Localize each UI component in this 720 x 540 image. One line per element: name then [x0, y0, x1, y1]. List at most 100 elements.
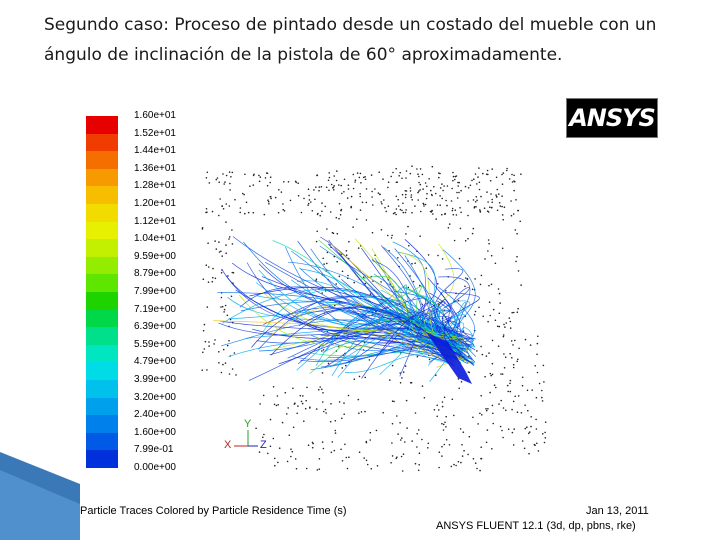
mesh-point: [291, 450, 294, 453]
mesh-point: [479, 209, 481, 211]
mesh-point: [205, 264, 208, 266]
mesh-point: [542, 433, 544, 435]
mesh-point: [328, 189, 330, 192]
mesh-point: [305, 399, 307, 402]
mesh-point: [334, 304, 336, 307]
mesh-point: [325, 186, 328, 189]
mesh-point: [221, 205, 223, 208]
mesh-point: [402, 202, 404, 205]
mesh-point: [448, 444, 451, 446]
mesh-point: [324, 205, 326, 208]
mesh-point: [457, 181, 459, 184]
mesh-point: [516, 232, 518, 235]
mesh-point: [433, 409, 436, 411]
mesh-point: [205, 208, 208, 210]
mesh-point: [283, 210, 286, 212]
mesh-point: [497, 345, 500, 347]
mesh-point: [402, 371, 405, 373]
mesh-point: [341, 192, 343, 195]
mesh-point: [231, 243, 234, 245]
particle-trace: [324, 311, 461, 368]
mesh-point: [352, 187, 355, 190]
mesh-point: [456, 197, 459, 199]
mesh-point: [405, 190, 408, 192]
mesh-point: [286, 460, 289, 463]
mesh-point: [422, 188, 424, 190]
mesh-point: [411, 211, 413, 214]
mesh-point: [339, 214, 342, 216]
mesh-point: [368, 359, 371, 361]
mesh-point: [485, 441, 488, 444]
mesh-point: [485, 409, 488, 412]
color-legend-swatch: [86, 362, 118, 380]
mesh-point: [433, 185, 435, 188]
mesh-point: [466, 277, 469, 280]
mesh-point: [501, 195, 503, 197]
mesh-point: [507, 428, 510, 431]
mesh-point: [451, 187, 453, 190]
mesh-point: [287, 181, 290, 183]
mesh-point: [398, 175, 400, 177]
mesh-point: [331, 441, 334, 443]
mesh-point: [472, 227, 475, 230]
mesh-point: [541, 389, 543, 392]
mesh-point: [395, 167, 397, 170]
color-legend-swatch: [86, 203, 118, 222]
mesh-point: [489, 314, 492, 317]
mesh-point: [511, 408, 513, 411]
mesh-point: [512, 400, 515, 403]
mesh-point: [358, 176, 361, 179]
mesh-point: [536, 353, 538, 356]
mesh-point: [201, 369, 203, 371]
mesh-point: [273, 403, 276, 406]
mesh-point: [474, 310, 477, 313]
mesh-point: [480, 345, 482, 348]
color-legend-label: 1.20e+01: [134, 198, 176, 209]
mesh-point: [306, 386, 308, 389]
mesh-point: [347, 188, 350, 190]
mesh-point: [416, 168, 418, 170]
mesh-point: [488, 352, 490, 354]
mesh-point: [544, 437, 547, 439]
mesh-point: [460, 211, 462, 214]
mesh-point: [231, 271, 234, 274]
mesh-point: [369, 431, 372, 434]
mesh-point: [475, 206, 477, 208]
mesh-point: [409, 382, 412, 384]
mesh-point: [267, 199, 269, 201]
particle-trace: [387, 285, 452, 360]
mesh-point: [509, 352, 512, 355]
mesh-point: [311, 446, 314, 449]
mesh-point: [467, 187, 470, 189]
mesh-point: [419, 235, 421, 237]
mesh-point: [206, 306, 209, 308]
mesh-point: [498, 202, 501, 204]
mesh-point: [426, 192, 428, 195]
mesh-point: [274, 196, 277, 199]
mesh-point: [401, 377, 403, 379]
mesh-point: [318, 388, 320, 391]
mesh-point: [401, 177, 403, 180]
mesh-point: [375, 429, 378, 432]
mesh-point: [513, 189, 515, 192]
mesh-point: [491, 201, 494, 204]
mesh-point: [309, 406, 311, 409]
particle-trace-plot: [201, 165, 547, 472]
mesh-point: [420, 210, 422, 213]
mesh-point: [424, 182, 427, 184]
mesh-point: [401, 193, 404, 196]
mesh-point: [228, 205, 231, 207]
mesh-point: [315, 278, 318, 280]
mesh-point: [208, 182, 211, 184]
mesh-point: [340, 448, 342, 451]
mesh-point: [282, 208, 284, 211]
mesh-point: [473, 178, 475, 180]
mesh-point: [258, 174, 260, 177]
mesh-point: [222, 363, 224, 366]
mesh-point: [262, 436, 264, 439]
mesh-point: [382, 411, 384, 414]
mesh-point: [399, 422, 401, 424]
mesh-point: [360, 182, 362, 184]
mesh-point: [220, 250, 222, 253]
mesh-point: [476, 183, 478, 185]
